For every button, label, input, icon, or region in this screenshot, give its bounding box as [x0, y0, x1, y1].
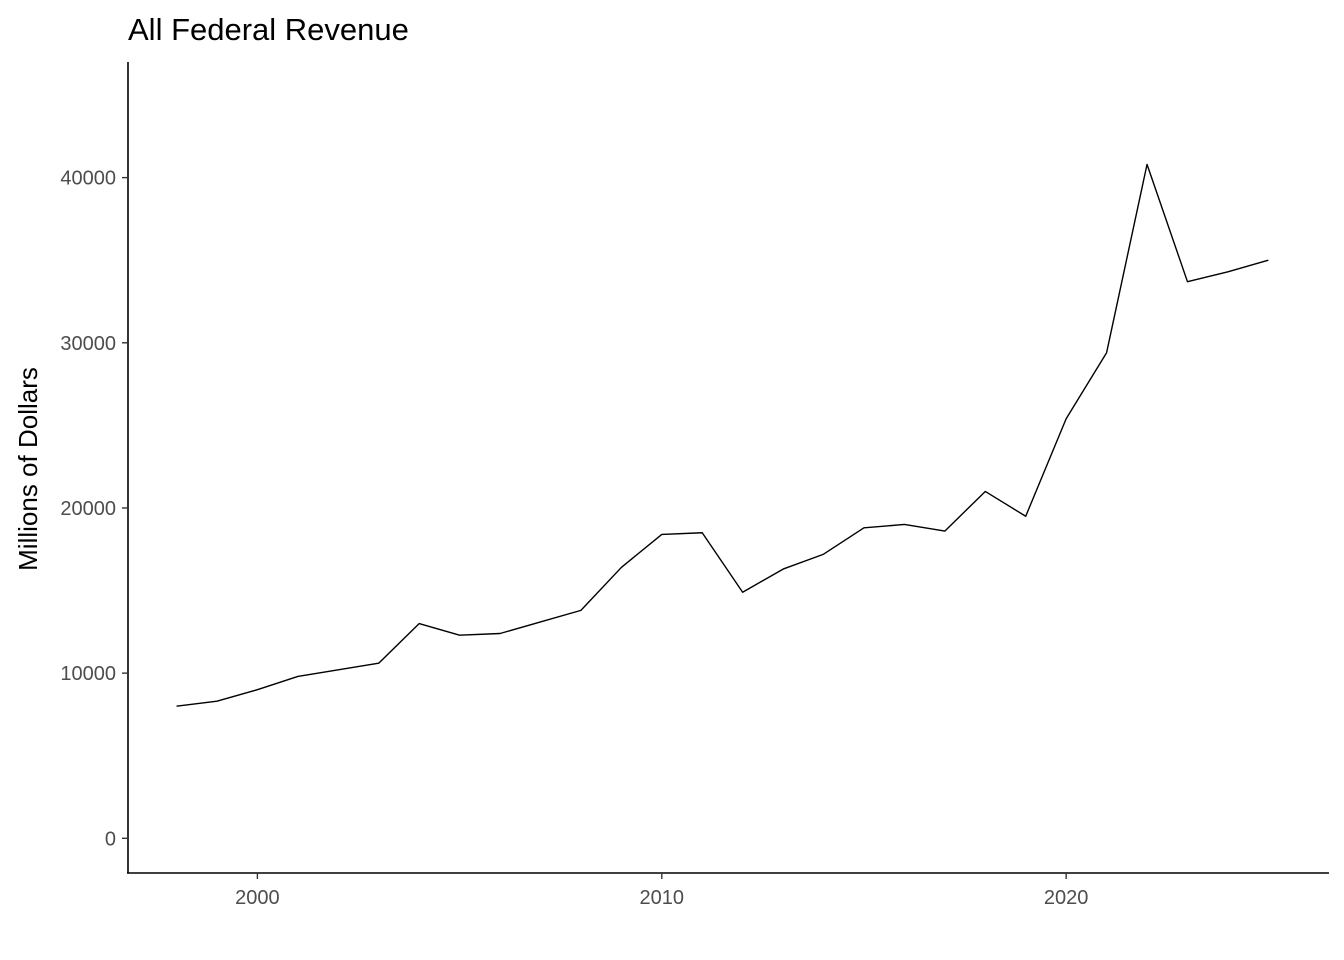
revenue-line	[176, 163, 1269, 707]
x-tick-label: 2000	[235, 887, 280, 909]
y-axis-title: Millions of Dollars	[13, 367, 43, 571]
y-tick-label: 20000	[60, 498, 116, 520]
y-tick-label: 30000	[60, 333, 116, 355]
x-axis-ticks: 2000 2010 2020	[235, 873, 1088, 909]
y-tick-label: 0	[105, 828, 116, 850]
x-tick-label: 2020	[1044, 887, 1089, 909]
y-tick-label: 10000	[60, 663, 116, 685]
x-tick-label: 2010	[640, 887, 685, 909]
y-tick-label: 40000	[60, 168, 116, 190]
y-axis-ticks: 0 10000 20000 30000 40000	[60, 168, 128, 850]
chart-title: All Federal Revenue	[128, 12, 409, 47]
